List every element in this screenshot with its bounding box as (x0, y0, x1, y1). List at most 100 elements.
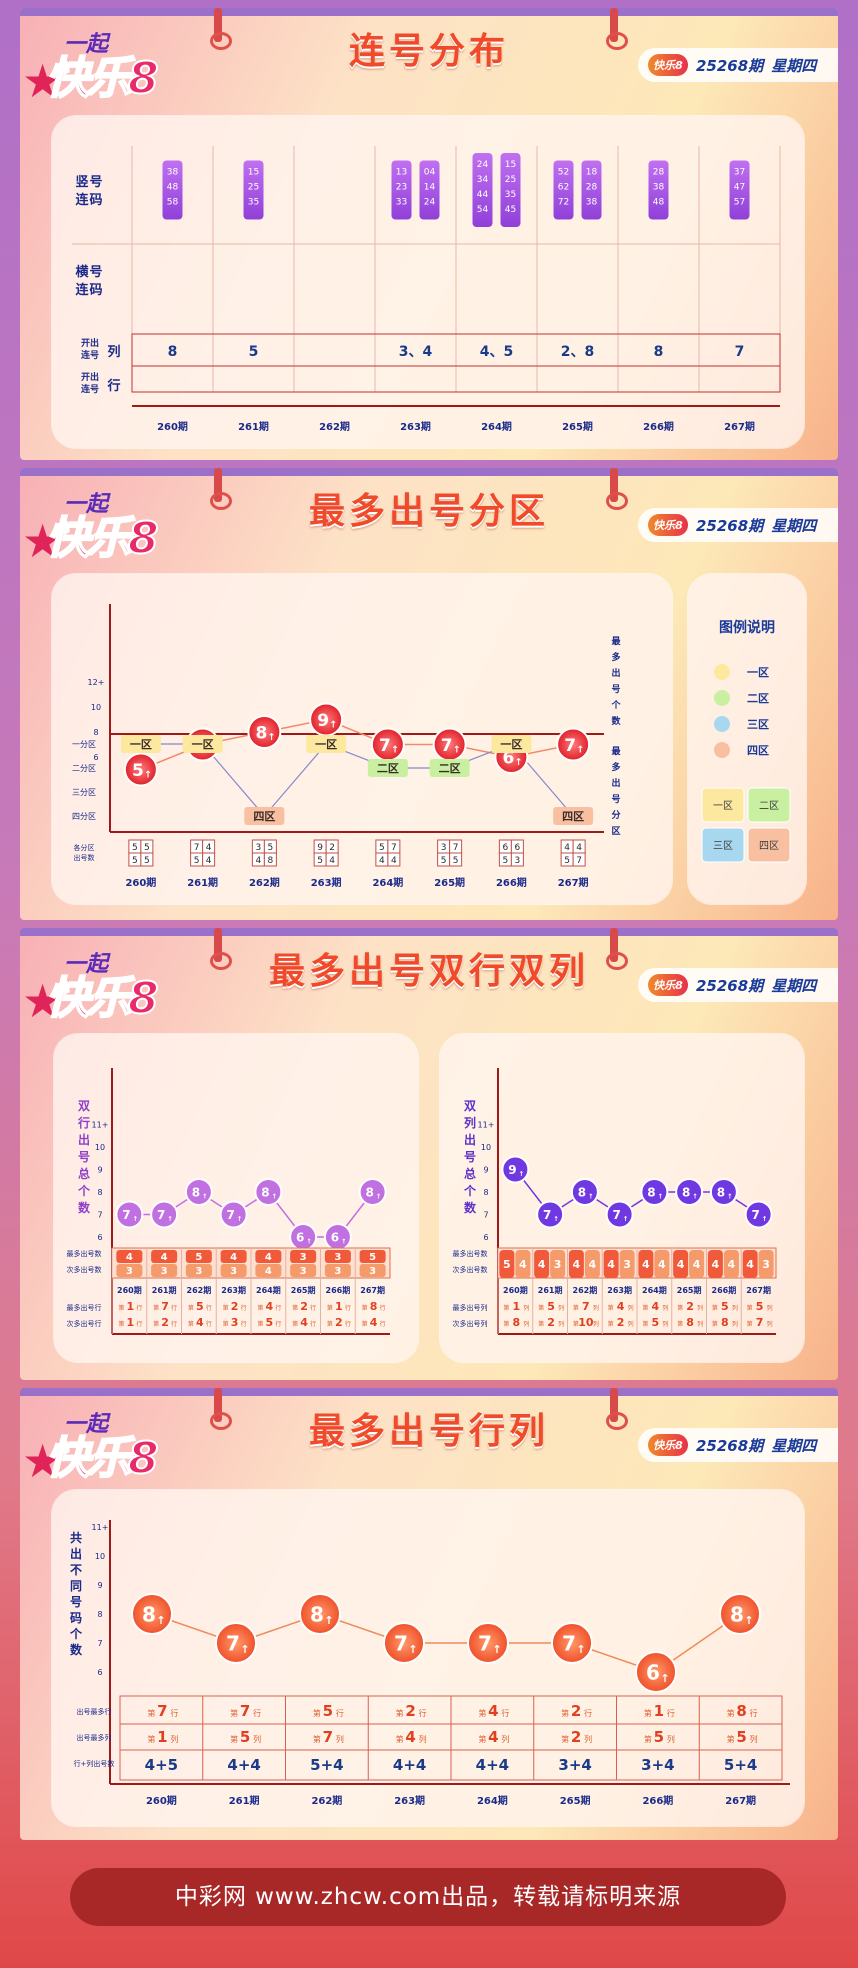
consecutive-bar (419, 160, 440, 220)
zone-count-value: 4 (256, 856, 262, 866)
col-suffix: 列 (767, 1304, 773, 1312)
col-suffix: 列 (593, 1320, 599, 1328)
pair-value: 4 (712, 1258, 720, 1271)
y-label: 个 (463, 1183, 477, 1198)
row-number: 1 (654, 1702, 664, 1720)
series-marker-value: 7 (226, 1632, 240, 1656)
row-suffix: 行 (584, 1708, 592, 1718)
col-prefix: 第 (677, 1320, 683, 1328)
most-value: 3 (300, 1252, 307, 1263)
double-col-card: 11+ 10 9 8 7 6 双列出号总个数 9 ↑ 7 ↑ 8 ↑ 7 ↑ 8 ↑ 8 ↑ 8 ↑ 7 ↑ 最多出号数 次多出… (440, 1034, 804, 1362)
period-label: 262期 (311, 1794, 342, 1807)
row-label: 最多出号行 (67, 1303, 102, 1312)
pair-cell (654, 1250, 670, 1278)
consecutive-number: 47 (734, 183, 745, 193)
y-tick: 6 (93, 753, 98, 762)
zone-count-value: 5 (379, 843, 385, 853)
panel-title: 连号分布 (348, 31, 509, 72)
y-label: 个 (69, 1626, 83, 1641)
row-number: 2 (231, 1300, 239, 1313)
col-suffix: 列 (336, 1734, 344, 1744)
y-label-top: 号 (611, 684, 620, 695)
consecutive-number: 04 (424, 168, 436, 178)
consecutive-bar (500, 153, 521, 227)
consecutive-number: 48 (167, 183, 179, 193)
col-prefix: 第 (644, 1734, 652, 1744)
y-tick: 6 (97, 1233, 102, 1242)
sum-value: 4+4 (227, 1756, 260, 1774)
pair-value: 4 (693, 1258, 701, 1271)
count-marker-arrow: ↑ (329, 720, 337, 731)
row-number: 1 (127, 1300, 135, 1313)
legend-grid-label: 三区 (713, 840, 733, 852)
row-number: 2 (300, 1300, 308, 1313)
footer-credit: 中彩网 www.zhcw.com出品，转载请标明来源 (70, 1868, 786, 1926)
consecutive-number: 33 (396, 198, 407, 208)
col-number: 5 (240, 1728, 250, 1746)
series-marker-value: 8 (647, 1186, 655, 1200)
pair-value: 5 (503, 1258, 511, 1271)
legend-title: 图例说明 (719, 619, 775, 636)
row-prefix: 第 (118, 1304, 124, 1312)
row-label: 最多出号数 (67, 1249, 102, 1258)
col-suffix: 列 (750, 1734, 758, 1744)
col-prefix: 第 (538, 1304, 544, 1312)
row-suffix: 行 (750, 1708, 758, 1718)
period-label: 260期 (146, 1794, 177, 1807)
period-label: 267期 (724, 420, 755, 433)
legend-label: 二区 (747, 692, 769, 705)
zone-label: 一区 (315, 738, 337, 751)
series-marker-value: 7 (226, 1208, 234, 1222)
column-value: 2、8 (561, 344, 594, 360)
row-number: 2 (405, 1702, 415, 1720)
period-label: 266期 (642, 1794, 673, 1807)
column-value: 4、5 (480, 344, 513, 360)
issue-badge: 快乐8 25268期 星期四 (638, 508, 838, 542)
zone-count-cell (387, 852, 401, 867)
second-value: 3 (126, 1266, 133, 1277)
legend-label: 三区 (747, 718, 769, 731)
consecutive-number: 45 (505, 205, 516, 215)
row-suffix: 行 (345, 1304, 351, 1312)
row-suffix: 行 (667, 1708, 675, 1718)
consecutive-number: 18 (586, 168, 598, 178)
row-label: 出号最多行 (77, 1707, 112, 1716)
count-marker-arrow: ↑ (268, 732, 276, 743)
col-number: 8 (686, 1316, 694, 1329)
panel-title: 最多出号双行双列 (268, 951, 589, 992)
issue-badge: 快乐8 25268期 星期四 (638, 968, 838, 1002)
series-marker-arrow: ↑ (623, 1215, 629, 1223)
col-number: 7 (323, 1728, 333, 1746)
y-tick: 9 (97, 1166, 102, 1175)
series-marker-arrow: ↑ (156, 1614, 165, 1627)
legend-swatch (714, 664, 730, 680)
zone-label: 一区 (192, 738, 214, 751)
consecutive-bar (243, 160, 264, 220)
horizontal-label: 号 (89, 265, 102, 280)
second-cell (220, 1264, 247, 1277)
row-prefix: 第 (327, 1304, 333, 1312)
col-number: 2 (571, 1728, 581, 1746)
sum-value: 3+4 (641, 1756, 674, 1774)
zone-count-value: 5 (132, 856, 138, 866)
zone-count-value: 3 (441, 843, 447, 853)
col-suffix: 列 (732, 1320, 738, 1328)
pair-cell (673, 1250, 689, 1278)
col-label: 开出 (81, 337, 99, 349)
y-label: 数 (464, 1200, 477, 1215)
series-marker (299, 1593, 341, 1635)
y-label: 号 (78, 1149, 90, 1164)
zone-label: 二区 (439, 762, 461, 775)
zone-count-value: 7 (576, 856, 582, 866)
sum-value: 4+4 (476, 1756, 509, 1774)
col-number: 5 (721, 1300, 729, 1313)
consecutive-number: 57 (734, 198, 745, 208)
panel-double: ★ 一起 快乐8 最多出号双行双列 快乐8 25268期 星期四 11+ 10 9 8 7 6 双行… (20, 928, 838, 1380)
issue-badge: 快乐8 25268期 星期四 (638, 1428, 838, 1462)
consecutive-card: 竖连号码横连号码开出 连号列开出 连号行 260期 38 48 58 8 261期 15 25 35 5… (52, 116, 804, 448)
pair-cell (742, 1250, 758, 1278)
second-cell (185, 1264, 212, 1277)
period-label: 264期 (642, 1285, 667, 1295)
count-marker-arrow: ↑ (453, 745, 461, 756)
series-marker-arrow: ↑ (408, 1643, 417, 1656)
